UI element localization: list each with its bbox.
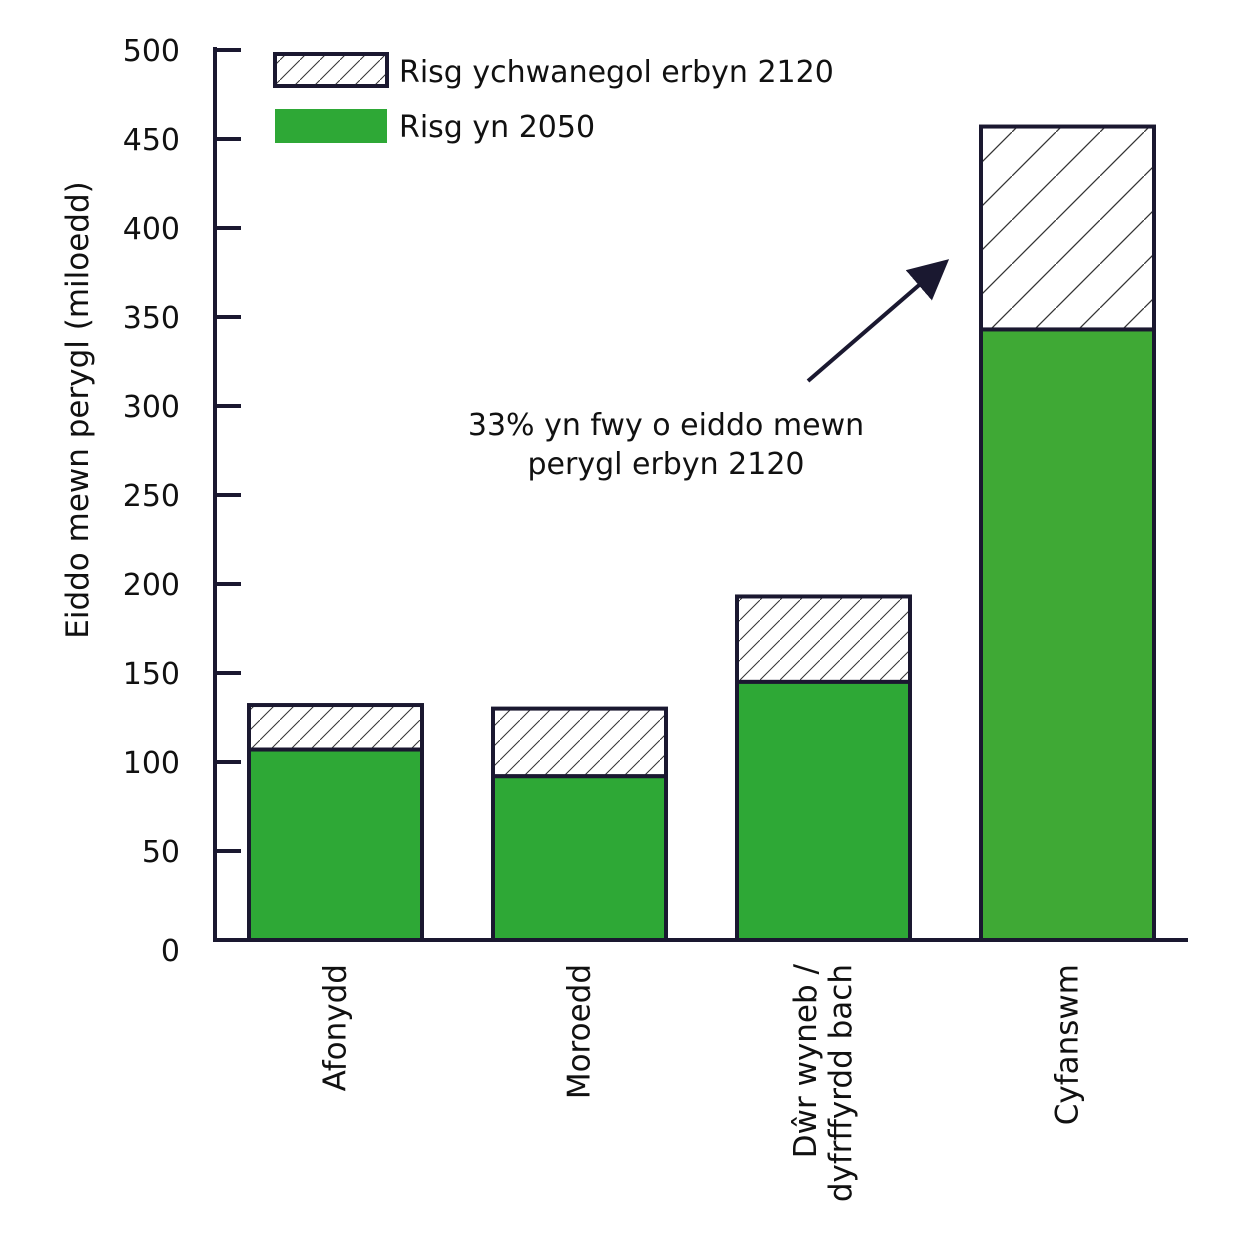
axes-layer [213, 47, 1188, 942]
annotation: 33% yn fwy o eiddo mewn perygl erbyn 212… [468, 259, 950, 482]
bar-extra-risk-3 [981, 126, 1154, 330]
bars-layer [247, 124, 1156, 943]
legend-swatch-extra-outline [273, 52, 389, 88]
x-category-label-2-1: dyfrffyrdd bach [823, 964, 859, 1202]
y-tick-label-100: 100 [123, 746, 180, 781]
legend-label-0: Risg ychwanegol erbyn 2120 [399, 55, 834, 90]
bar-risk-2050-1 [491, 774, 668, 942]
y-tick-label-150: 150 [123, 657, 180, 692]
y-tick-label-400: 400 [123, 212, 180, 247]
y-tick-label-200: 200 [123, 568, 180, 603]
annotation-arrow [806, 259, 950, 383]
x-category-label-1-0: Moroedd [562, 964, 598, 1099]
x-category-label-3-0: Cyfanswm [1050, 964, 1086, 1125]
legend: Risg ychwanegol erbyn 2120 Risg yn 2050 [273, 52, 834, 145]
x-category-label-2-0: Dŵr wyneb / [788, 963, 824, 1158]
legend-swatch-extra [275, 54, 387, 86]
legend-swatch-2050 [275, 109, 387, 143]
bar-risk-2050-2 [735, 679, 912, 943]
bar-risk-2050-3 [979, 327, 1156, 942]
y-tick-label-300: 300 [123, 390, 180, 425]
bar-risk-2050-0 [247, 747, 424, 942]
bar-extra-risk-0 [249, 705, 422, 750]
annotation-line-2: perygl erbyn 2120 [528, 447, 805, 482]
y-tick-label-250: 250 [123, 479, 180, 514]
x-category-labels: Afonydd Moroedd Dŵr wyneb / dyfrffyrdd bach… [318, 963, 1086, 1202]
y-tick-label-50: 50 [142, 835, 180, 870]
legend-label-1: Risg yn 2050 [399, 110, 595, 145]
bar-extra-risk-1 [493, 708, 666, 777]
x-category-label-0-0: Afonydd [318, 964, 354, 1091]
y-tick-labels: 0 50 100 150 200 250 300 350 400 450 500 [123, 34, 180, 969]
y-tick-label-0: 0 [161, 934, 180, 969]
y-tick-label-350: 350 [123, 301, 180, 336]
y-tick-label-500: 500 [123, 34, 180, 69]
y-axis-label: Eiddo mewn perygl (miloedd) [60, 181, 96, 639]
annotation-line-1: 33% yn fwy o eiddo mewn [468, 408, 864, 443]
y-tick-label-450: 450 [123, 123, 180, 158]
bar-extra-risk-2 [737, 596, 910, 682]
